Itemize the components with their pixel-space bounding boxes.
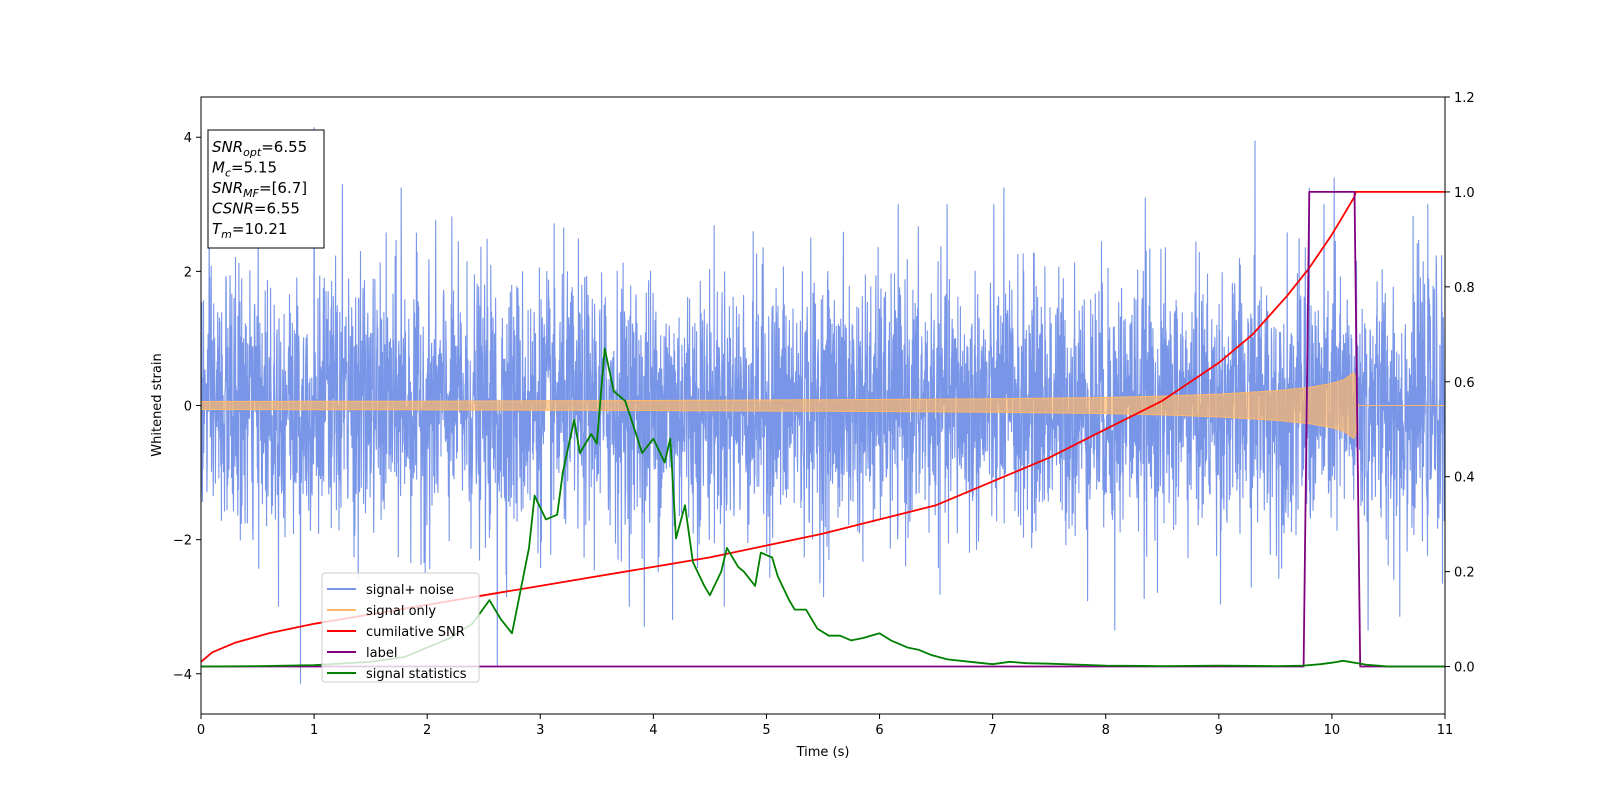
x-axis: 0 1 2 3 4 5 6 7 8 9 10 11 [197, 714, 1453, 738]
info-line-subscript: m [221, 228, 232, 241]
info-line-symbol: M [212, 159, 225, 177]
info-line: SNRopt=6.55 [212, 138, 307, 159]
info-line-value: =5.15 [231, 159, 277, 177]
info-line-symbol: SNR [212, 179, 243, 197]
info-line-subscript: c [225, 167, 231, 180]
info-line-subscript: opt [243, 146, 262, 159]
x-tick-label: 3 [536, 723, 544, 738]
x-tick-label: 1 [310, 723, 318, 738]
x-tick-label: 4 [649, 723, 657, 738]
legend-label: signal statistics [366, 667, 467, 682]
x-tick-label: 8 [1102, 723, 1110, 738]
info-line: Tm=10.21 [212, 220, 287, 241]
info-box: SNRopt=6.55Mc=5.15SNRMF=[6.7]CSNR=6.55Tm… [207, 129, 325, 249]
y2-tick-label: 1.2 [1454, 91, 1475, 106]
y-tick-label: 0 [184, 400, 192, 415]
info-line-symbol: CSNR [212, 200, 254, 218]
y2-tick-label: 0.8 [1454, 281, 1475, 296]
info-line-symbol: SNR [212, 138, 243, 156]
x-tick-label: 0 [197, 723, 205, 738]
series-signal-only [201, 371, 1445, 440]
series-signal-statistics [201, 347, 1445, 668]
info-line-subscript: MF [243, 187, 259, 200]
legend-label: signal+ noise [366, 583, 454, 598]
y-tick-label: 4 [184, 131, 192, 146]
info-line-value: =[6.7] [259, 179, 307, 197]
info-line-value: =6.55 [261, 138, 307, 156]
y2-tick-label: 0.2 [1454, 566, 1475, 581]
y-tick-label: 2 [184, 265, 192, 280]
x-tick-label: 6 [875, 723, 883, 738]
info-line-value: =10.21 [232, 220, 288, 238]
info-box-frame [207, 129, 325, 249]
y-axis-left: 4 2 0 −2 −4 [173, 131, 201, 683]
info-line-symbol: T [212, 220, 223, 238]
legend-label: cumilative SNR [366, 625, 465, 640]
info-line: Mc=5.15 [212, 159, 277, 180]
legend-frame [321, 572, 480, 683]
legend-label: label [366, 646, 397, 661]
x-tick-label: 9 [1215, 723, 1223, 738]
legend-label: signal only [366, 604, 436, 619]
y-axis-label: Whitened strain [150, 353, 165, 456]
y2-tick-label: 0.6 [1454, 376, 1475, 391]
x-tick-label: 2 [423, 723, 431, 738]
legend: signal+ noise signal only cumilative SNR la… [321, 572, 480, 683]
x-tick-label: 7 [988, 723, 996, 738]
x-tick-label: 11 [1437, 723, 1454, 738]
info-line: SNRMF=[6.7] [212, 179, 307, 200]
y-axis-right: 1.2 1.0 0.8 0.6 0.4 0.2 0.0 [1445, 91, 1475, 676]
y2-tick-label: 0.0 [1454, 661, 1475, 676]
info-line-value: =6.55 [254, 200, 300, 218]
y2-tick-label: 1.0 [1454, 186, 1475, 201]
y-tick-label: −4 [173, 668, 192, 683]
x-axis-label: Time (s) [796, 745, 850, 760]
x-tick-label: 5 [762, 723, 770, 738]
series-signal-noise [201, 127, 1445, 684]
x-tick-label: 10 [1324, 723, 1341, 738]
y2-tick-label: 0.4 [1454, 471, 1475, 486]
info-line: CSNR=6.55 [212, 200, 300, 218]
y-tick-label: −2 [173, 534, 192, 549]
